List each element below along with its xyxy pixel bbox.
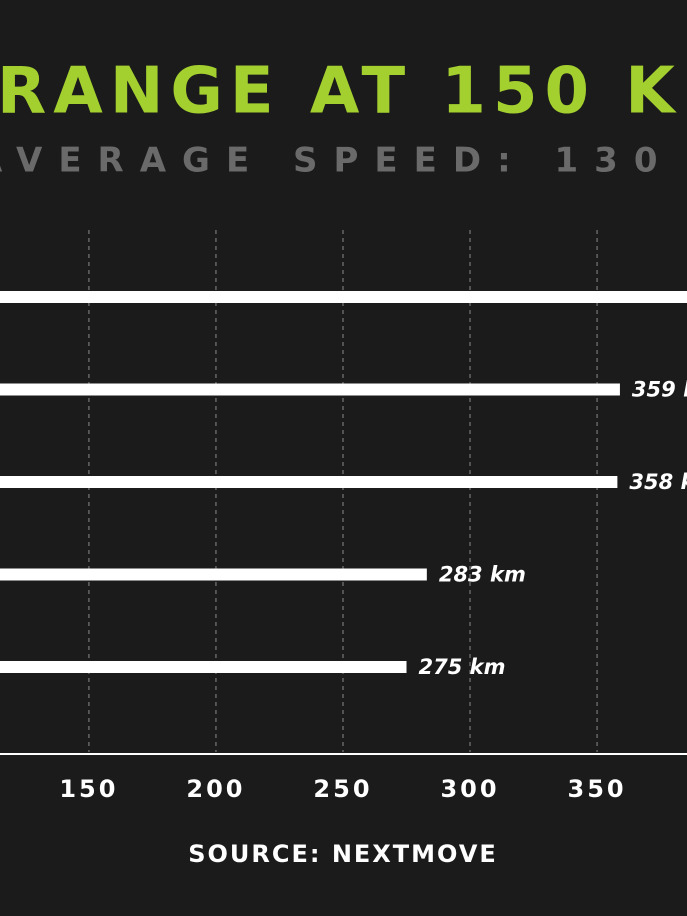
bar bbox=[0, 476, 618, 488]
x-tick-label: 350 bbox=[568, 775, 627, 803]
bar bbox=[0, 568, 427, 581]
value-label: 358 km bbox=[629, 470, 687, 494]
chart-title: RANGE AT 150 KM/H bbox=[0, 55, 687, 129]
value-label: 359 km bbox=[632, 378, 687, 402]
source-note: SOURCE: NEXTMOVE bbox=[188, 840, 498, 868]
x-tick-label: 150 bbox=[59, 775, 118, 803]
bar bbox=[0, 383, 620, 396]
x-tick-label: 300 bbox=[440, 775, 499, 803]
bar bbox=[0, 291, 687, 303]
bar bbox=[0, 661, 407, 673]
value-label: 275 km bbox=[419, 655, 506, 679]
x-tick-label: 250 bbox=[313, 775, 372, 803]
chart-subtitle: AVERAGE SPEED: 130 KM/H bbox=[0, 141, 687, 181]
value-label: 283 km bbox=[439, 563, 526, 587]
x-tick-label: 200 bbox=[186, 775, 245, 803]
